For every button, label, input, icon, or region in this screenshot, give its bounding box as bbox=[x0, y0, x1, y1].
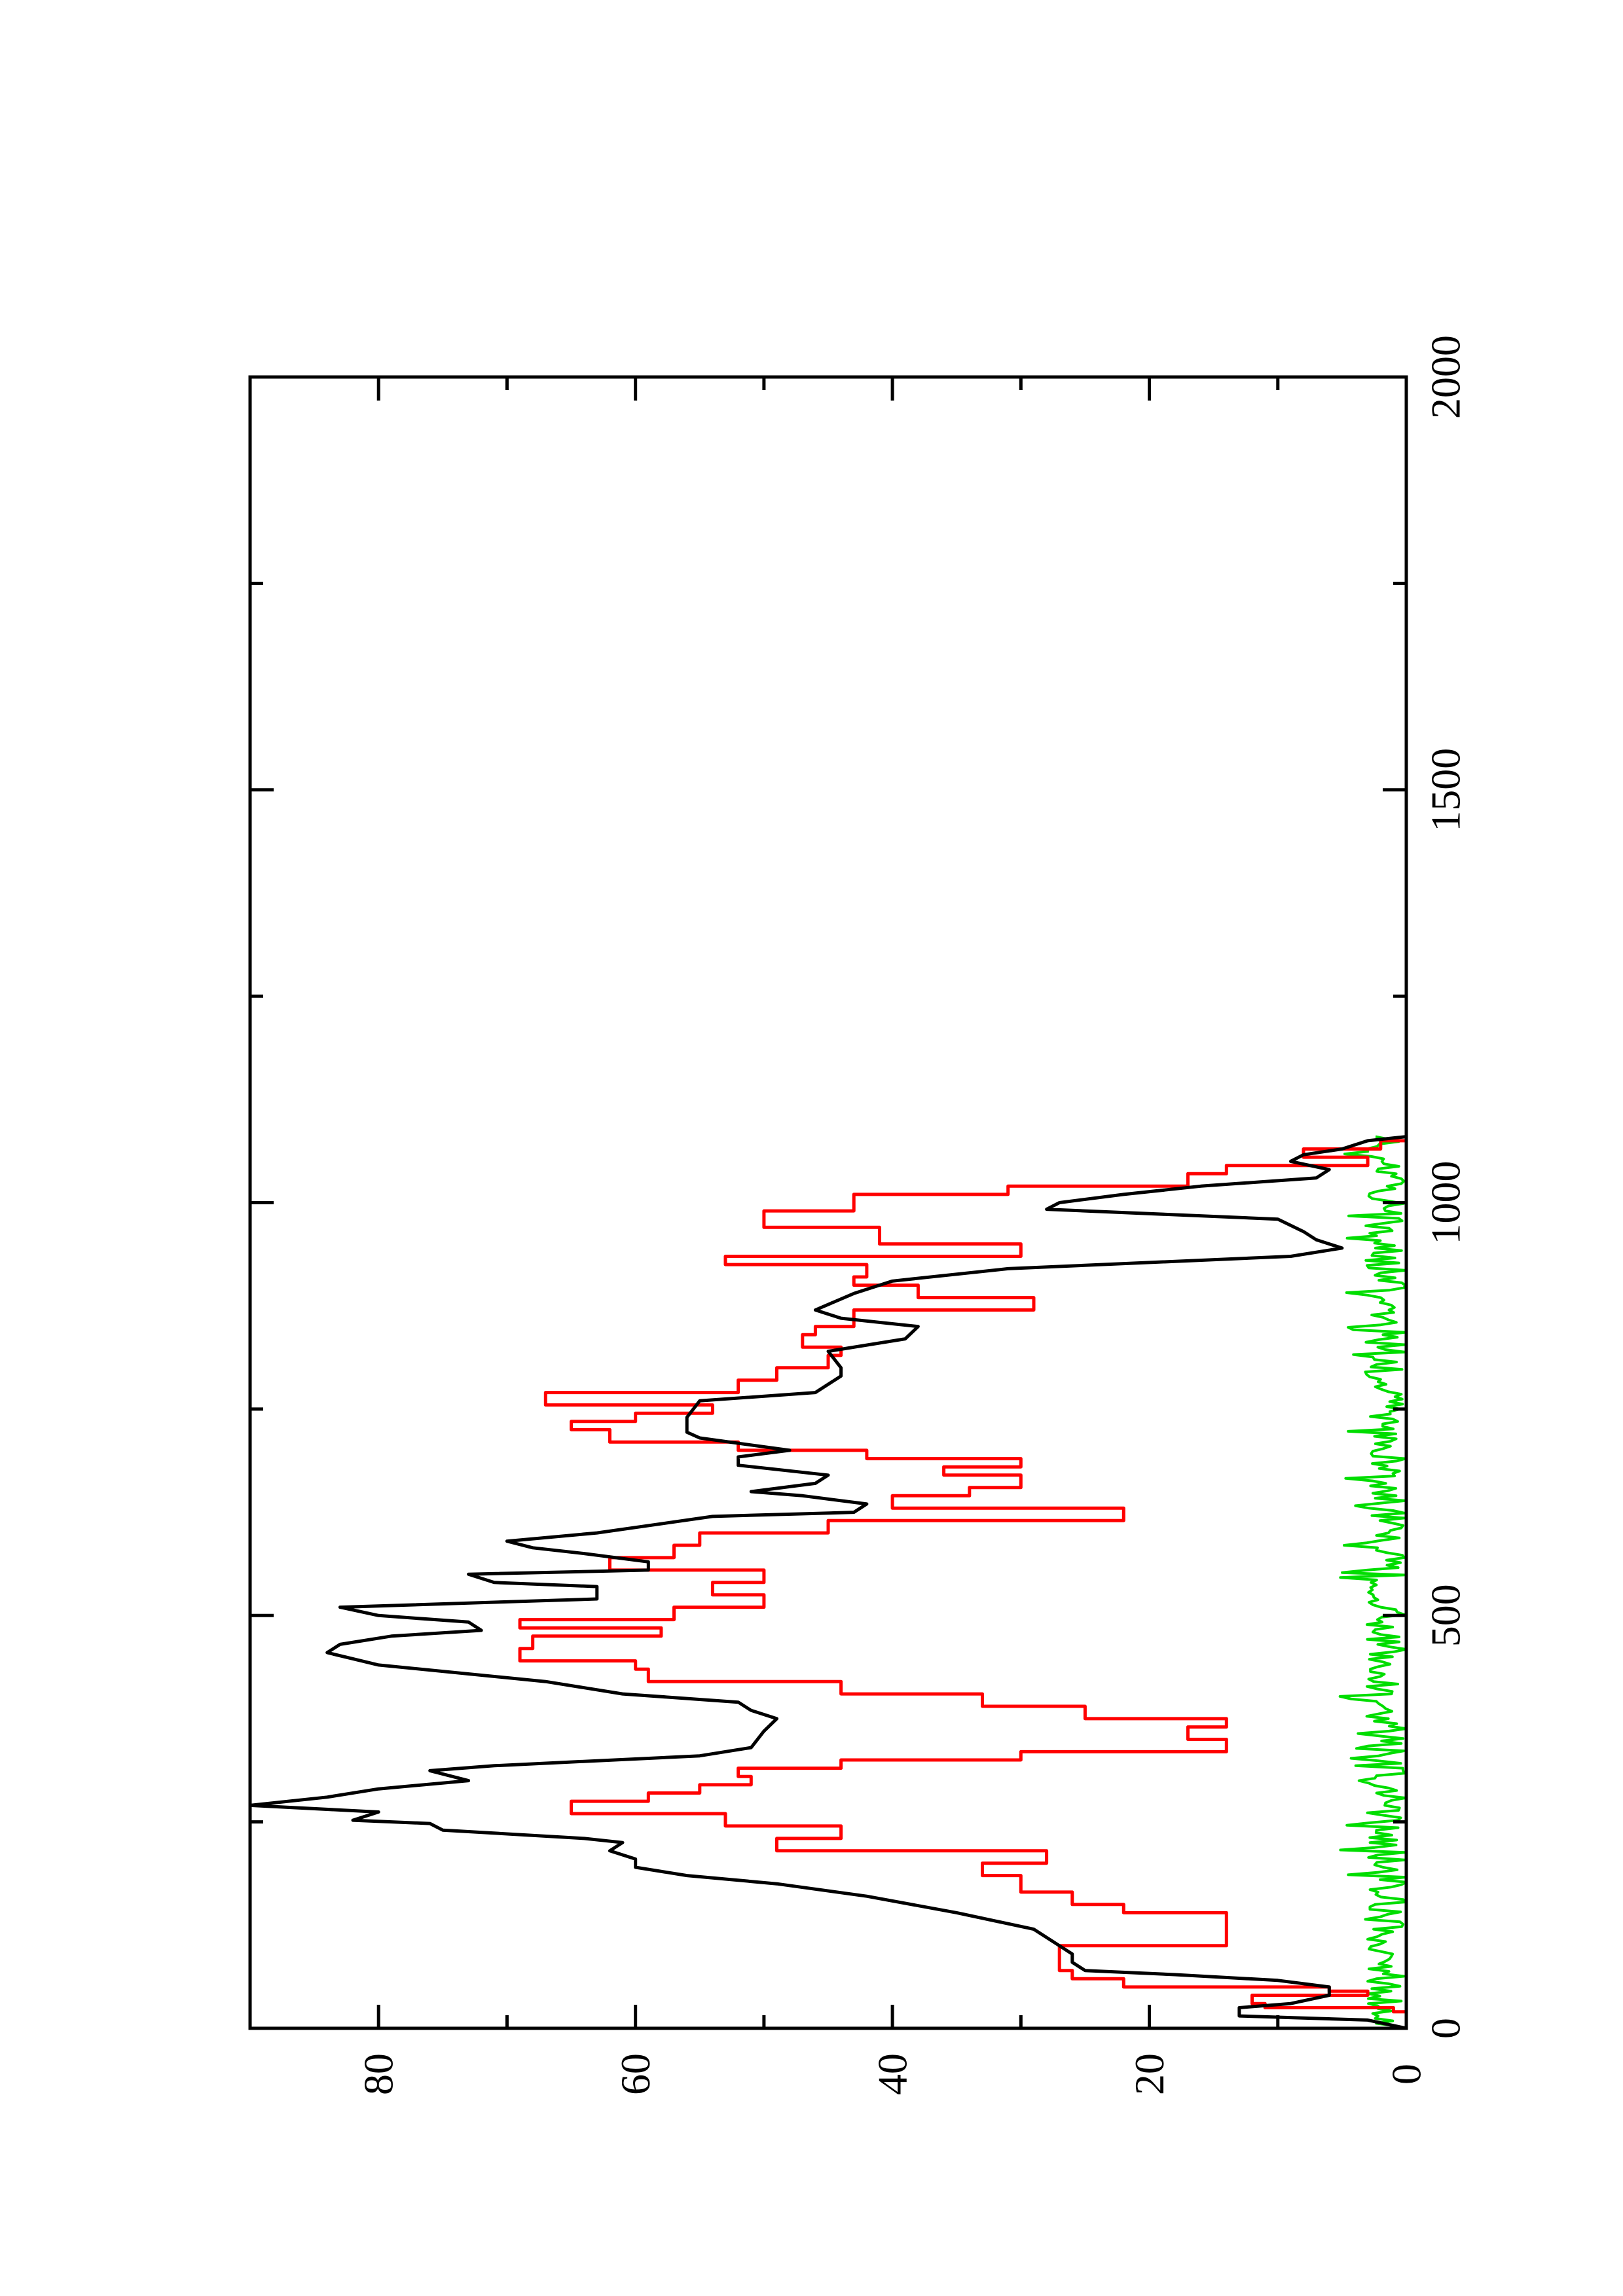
x-tick-label: 500 bbox=[1423, 1584, 1469, 1647]
x-tick-label: 1000 bbox=[1423, 1161, 1469, 1245]
y-tick-label: 20 bbox=[1126, 2053, 1173, 2095]
series-line bbox=[518, 1136, 1408, 2028]
y-tick-label: 40 bbox=[869, 2053, 916, 2095]
y-tick-label: 0 bbox=[1383, 2064, 1430, 2085]
tick-labels: 0 500 1000 1500 2000 0 20 40 60 80 bbox=[356, 335, 1469, 2095]
x-tick-label: 2000 bbox=[1423, 335, 1469, 419]
y-tick-label: 80 bbox=[356, 2053, 402, 2095]
y-tick-label: 60 bbox=[612, 2053, 659, 2095]
plot-frame bbox=[248, 375, 1408, 2030]
series-line bbox=[248, 1135, 1407, 2030]
x-tick-label: 1500 bbox=[1423, 748, 1469, 832]
x-tick-label: 0 bbox=[1423, 2018, 1469, 2039]
